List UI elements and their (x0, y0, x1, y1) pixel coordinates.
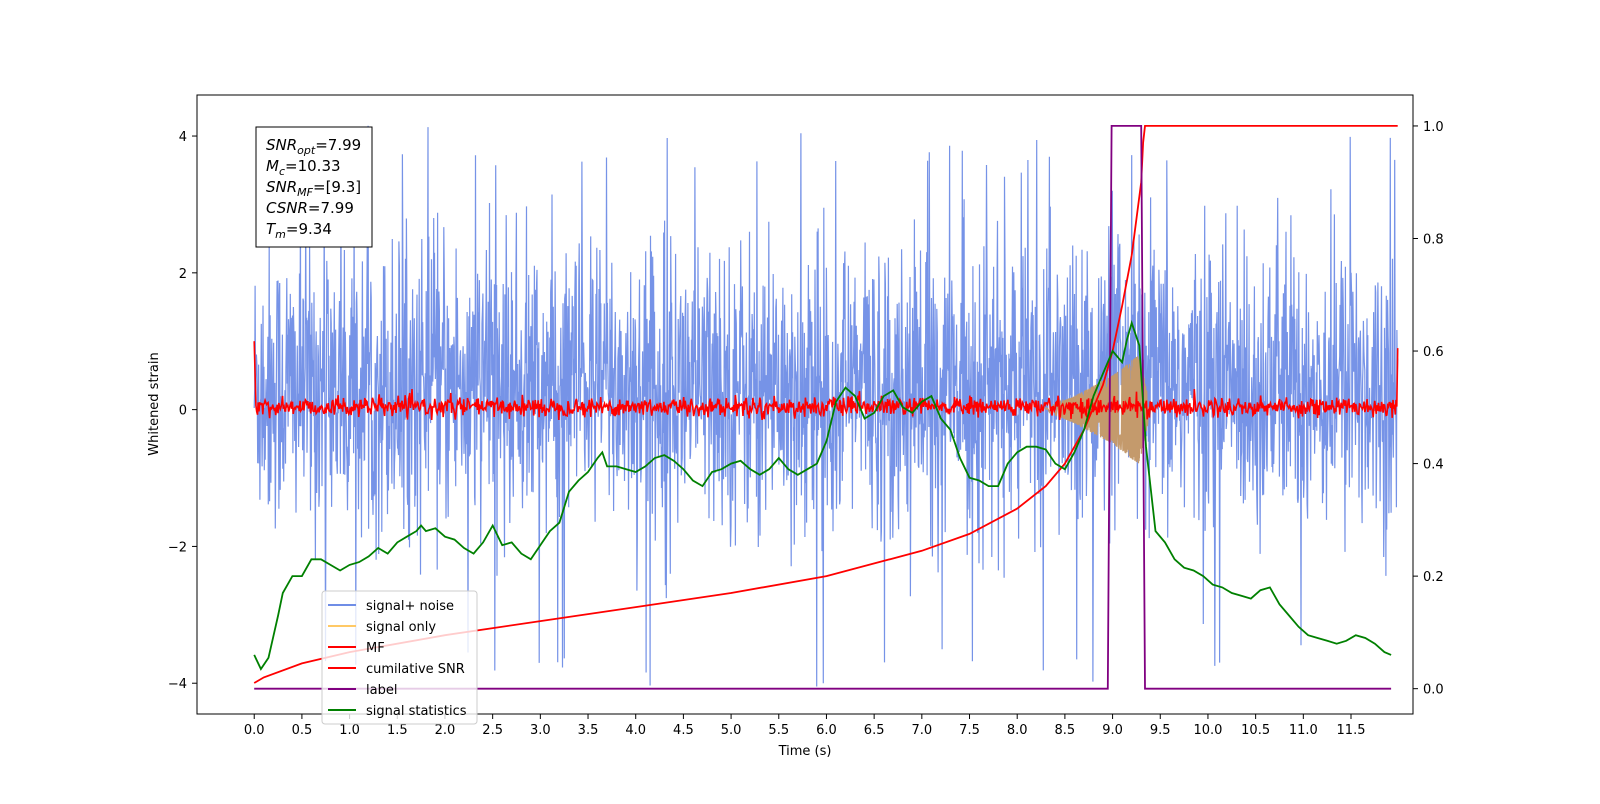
x-tick-label: 10.0 (1193, 723, 1222, 738)
right-y-tick-label: 0.6 (1423, 345, 1444, 360)
legend-label: signal+ noise (366, 599, 454, 614)
x-tick-label: 1.5 (387, 723, 408, 738)
annotation-frame (255, 126, 373, 248)
signal-plus-noise-layer (253, 125, 1399, 687)
y-tick-label: 4 (179, 130, 187, 145)
x-tick-label: 4.0 (625, 723, 646, 738)
x-tick-label: 6.0 (816, 723, 837, 738)
x-tick-label: 7.5 (959, 723, 980, 738)
legend: signal+ noise signal only MF cumilative SNR… (321, 590, 478, 725)
signal-statistics-layer (253, 319, 1392, 671)
x-tick-label: 11.5 (1337, 723, 1366, 738)
series-label (254, 125, 1392, 690)
annotation-line: SNRopt=7.99 (266, 136, 361, 157)
x-tick-label: 3.5 (578, 723, 599, 738)
x-tick-label: 2.5 (482, 723, 503, 738)
y-tick-label: 0 (179, 404, 187, 419)
annotation-line: SNRMF=[9.3] (266, 178, 361, 199)
x-tick-label: 8.5 (1055, 723, 1076, 738)
x-axis-label: Time (s) (778, 744, 832, 759)
x-tick-label: 0.5 (292, 723, 313, 738)
x-axis-ticks: 0.0 0.5 1.0 1.5 2.0 2.5 3.0 3.5 4.0 4.5 5.0 5.5 6.0 6… (244, 714, 1366, 738)
x-tick-label: 9.0 (1102, 723, 1123, 738)
legend-label: label (366, 683, 397, 698)
annotation-line: CSNR=7.99 (266, 199, 354, 217)
x-tick-label: 4.5 (673, 723, 694, 738)
right-y-tick-label: 0.0 (1423, 683, 1444, 698)
series-mf (253, 341, 1399, 421)
right-y-axis-ticks: 0.0 0.2 0.4 0.6 0.8 1.0 (1413, 120, 1444, 698)
legend-label: MF (366, 641, 385, 656)
series-signal-plus-noise (253, 125, 1399, 687)
x-tick-label: 7.0 (911, 723, 932, 738)
x-tick-label: 9.5 (1150, 723, 1171, 738)
legend-label: cumilative SNR (366, 662, 465, 677)
x-tick-label: 5.0 (721, 723, 742, 738)
x-tick-label: 3.0 (530, 723, 551, 738)
right-y-tick-label: 1.0 (1423, 120, 1444, 135)
y-tick-label: 2 (179, 267, 187, 282)
series-signal-statistics (253, 319, 1392, 671)
legend-label: signal only (366, 620, 436, 635)
x-tick-label: 6.5 (864, 723, 885, 738)
y-axis-ticks: −4 −2 0 2 4 (168, 130, 197, 692)
x-tick-label: 5.5 (768, 723, 789, 738)
x-tick-label: 2.0 (435, 723, 456, 738)
x-tick-label: 0.0 (244, 723, 265, 738)
x-tick-label: 1.0 (339, 723, 360, 738)
y-axis-label: Whitened strain (147, 352, 162, 455)
right-y-tick-label: 0.4 (1423, 458, 1444, 473)
mf-layer (253, 341, 1399, 421)
annotation-line: Mc=10.33 (266, 157, 341, 178)
y-tick-label: −2 (168, 540, 187, 555)
right-y-tick-label: 0.2 (1423, 570, 1444, 585)
y-tick-label: −4 (168, 677, 187, 692)
plot-frame (196, 94, 1414, 715)
annotation-line: Tm=9.34 (266, 220, 332, 241)
legend-label: signal statistics (366, 704, 467, 719)
x-tick-label: 11.0 (1289, 723, 1318, 738)
label-layer (254, 125, 1392, 690)
legend-frame (321, 590, 478, 725)
right-y-tick-label: 0.8 (1423, 232, 1444, 247)
x-tick-label: 8.0 (1007, 723, 1028, 738)
x-tick-label: 10.5 (1241, 723, 1270, 738)
